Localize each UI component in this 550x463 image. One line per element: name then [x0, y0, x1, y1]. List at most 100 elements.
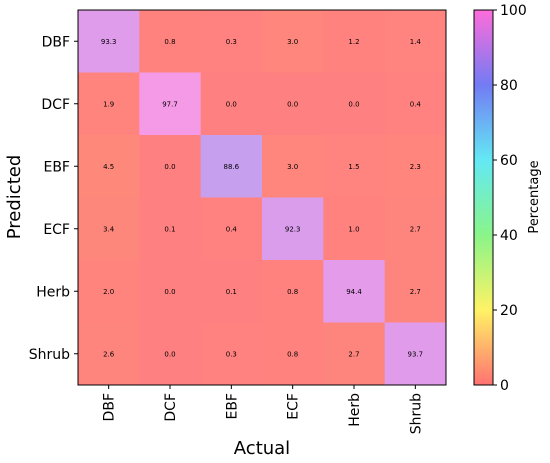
cell-value-label: 2.0: [103, 288, 114, 296]
heatmap-cell: [200, 260, 263, 323]
heatmap-cell: [262, 72, 324, 136]
heatmap-cell: [384, 10, 447, 73]
heatmap-cell: [200, 197, 263, 261]
colorbar-tick-label: 100: [500, 3, 527, 19]
cell-value-label: 0.8: [287, 288, 298, 296]
colorbar-ticks: 0 20 40 60 80 100: [493, 3, 527, 394]
cell-value-label: 0.4: [226, 225, 238, 233]
cell-value-label: 0.0: [164, 163, 175, 171]
x-tick-label: Herb: [347, 393, 363, 427]
heatmap-cell: [262, 197, 324, 261]
cell-value-label: 0.0: [164, 288, 175, 296]
heatmap-cell: [323, 322, 386, 386]
colorbar-tick-label: 0: [500, 378, 509, 394]
x-tick-label: Shrub: [408, 393, 424, 434]
cell-value-label: 0.1: [226, 288, 237, 296]
x-tick-label: EBF: [224, 393, 240, 420]
colorbar-tick-label: 80: [500, 78, 518, 94]
y-tick-label: DBF: [42, 34, 70, 50]
heatmap-cell: [384, 260, 447, 323]
cell-value-label: 2.7: [410, 288, 421, 296]
cell-value-label: 2.7: [410, 225, 421, 233]
heatmap-cells: [78, 10, 447, 386]
y-axis-title: Predicted: [4, 155, 25, 240]
y-tick-label: DCF: [41, 97, 70, 113]
heatmap-cell: [262, 322, 324, 386]
heatmap-cell: [200, 10, 263, 73]
heatmap-cell: [323, 10, 386, 73]
cell-value-label: 0.3: [226, 350, 237, 358]
heatmap-cell: [262, 135, 324, 198]
cell-value-label: 3.0: [287, 38, 298, 46]
cell-value-label: 1.5: [348, 163, 359, 171]
heatmap-cell: [139, 10, 202, 73]
cell-value-label: 92.3: [285, 225, 301, 233]
heatmap-cell: [262, 260, 324, 323]
cell-value-label: 94.4: [346, 288, 362, 296]
colorbar-title: Percentage: [527, 160, 542, 233]
heatmap-cell: [384, 135, 447, 198]
colorbar-tick-label: 40: [500, 228, 518, 244]
colorbar-tick-label: 20: [500, 303, 518, 319]
heatmap-cell: [139, 260, 202, 323]
cell-value-label: 0.8: [164, 38, 175, 46]
cell-value-label: 2.6: [103, 350, 115, 358]
heatmap-cell: [78, 260, 140, 323]
x-tick-label: ECF: [286, 393, 302, 420]
heatmap-cell: [139, 135, 202, 198]
y-tick-label: Shrub: [29, 347, 70, 363]
heatmap-cell: [78, 322, 140, 386]
colorbar-frame: [473, 9, 494, 386]
heatmap-cell: [323, 72, 386, 136]
cell-value-label: 97.7: [162, 100, 178, 108]
colorbar: [474, 10, 493, 385]
cell-value-label: 1.4: [410, 38, 422, 46]
cell-value-label: 3.4: [103, 225, 115, 233]
heatmap-cell: [384, 72, 447, 136]
heatmap-cell: [323, 260, 386, 323]
cell-value-labels: 93.3 0.8 0.3 3.0 1.2 1.4 1.9 97.7 0.0 0.0 0.0 0.4 4.…: [101, 38, 423, 359]
y-tick-label: Herb: [36, 284, 70, 300]
heatmap-cell: [384, 322, 447, 386]
x-axis-ticks: DBF DCF EBF ECF Herb Shrub: [102, 385, 424, 434]
cell-value-label: 88.6: [224, 163, 240, 171]
heatmap-cell: [200, 72, 263, 136]
cell-value-label: 0.4: [410, 100, 422, 108]
y-tick-label: ECF: [43, 222, 70, 238]
cell-value-label: 0.3: [226, 38, 237, 46]
heatmap-cell: [323, 197, 386, 261]
cell-value-label: 1.2: [348, 38, 359, 46]
cell-value-label: 3.0: [287, 163, 298, 171]
heatmap-cell: [200, 322, 263, 386]
y-axis-ticks: DBF DCF EBF ECF Herb Shrub: [29, 34, 78, 363]
heatmap-cell: [78, 10, 140, 73]
cell-value-label: 0.0: [287, 100, 298, 108]
x-axis-title: Actual: [234, 438, 290, 459]
cell-value-label: 0.1: [164, 225, 175, 233]
heatmap-cell: [139, 72, 202, 136]
cell-value-label: 4.5: [103, 163, 114, 171]
heatmap-cell: [262, 10, 324, 73]
cell-value-label: 0.0: [164, 350, 175, 358]
heatmap-cell: [323, 135, 386, 198]
cell-value-label: 0.0: [226, 100, 237, 108]
cell-value-label: 0.8: [287, 350, 298, 358]
cell-value-label: 2.7: [348, 350, 359, 358]
x-tick-label: DCF: [163, 393, 179, 422]
y-tick-label: EBF: [43, 159, 70, 175]
heatmap-cell: [78, 72, 140, 136]
cell-value-label: 1.0: [348, 225, 359, 233]
cell-value-label: 0.0: [348, 100, 359, 108]
heatmap-cell: [139, 322, 202, 386]
cell-value-label: 2.3: [410, 163, 421, 171]
heatmap-cell: [139, 197, 202, 261]
cell-value-label: 93.3: [101, 38, 117, 46]
heatmap-cell: [78, 135, 140, 198]
heatmap-cell: [384, 197, 447, 261]
cell-value-label: 93.7: [408, 350, 424, 358]
heatmap-cell: [200, 135, 263, 198]
colorbar-tick-label: 60: [500, 153, 518, 169]
heatmap-cell: [78, 197, 140, 261]
x-tick-label: DBF: [102, 393, 118, 421]
